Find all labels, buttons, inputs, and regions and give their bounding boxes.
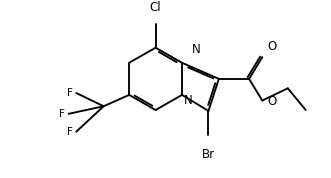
Text: F: F [67,127,72,137]
Text: Br: Br [202,148,215,161]
Text: Cl: Cl [150,1,162,14]
Text: F: F [59,109,65,119]
Text: F: F [67,88,72,98]
Text: N: N [184,94,193,107]
Text: O: O [267,95,276,108]
Text: N: N [192,43,201,56]
Text: O: O [267,40,276,53]
